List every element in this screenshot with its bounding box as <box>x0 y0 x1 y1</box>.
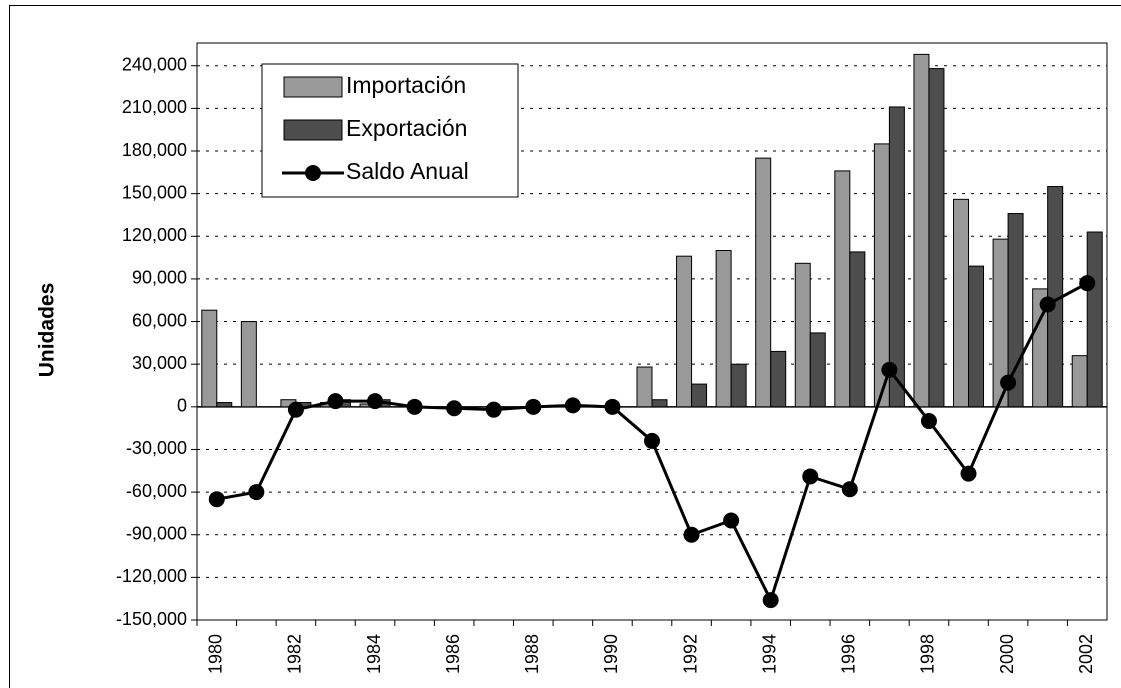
legend-marker <box>305 165 321 181</box>
bar <box>755 157 772 408</box>
bar <box>794 262 811 408</box>
bar <box>676 255 693 408</box>
bar <box>770 350 787 408</box>
point <box>287 401 304 418</box>
point <box>960 465 977 482</box>
bar <box>968 265 985 408</box>
chart-frame <box>9 5 1121 688</box>
bar <box>953 198 970 408</box>
point <box>1079 275 1096 292</box>
bar <box>1071 355 1088 408</box>
bar <box>240 321 257 408</box>
point <box>841 481 858 498</box>
x-tick-label: 1994 <box>759 634 779 674</box>
point <box>485 401 502 418</box>
bar <box>651 399 668 408</box>
point <box>802 468 819 485</box>
legend-swatch <box>283 119 343 141</box>
x-tick-label: 1996 <box>839 634 859 674</box>
bar <box>730 363 747 408</box>
point <box>208 491 225 508</box>
point <box>525 398 542 415</box>
y-tick-label: -30,000 <box>126 438 187 458</box>
x-tick-label: 2002 <box>1076 634 1096 674</box>
point <box>446 400 463 417</box>
x-tick-label: 1984 <box>364 634 384 674</box>
point <box>248 484 265 501</box>
bar <box>888 106 905 408</box>
point <box>604 398 621 415</box>
bar <box>849 251 866 408</box>
y-tick-label: 60,000 <box>132 310 187 330</box>
point <box>1000 374 1017 391</box>
y-tick-label: 150,000 <box>122 182 187 202</box>
y-tick-label: -60,000 <box>126 481 187 501</box>
legend-swatch <box>283 76 343 98</box>
bar <box>216 402 233 408</box>
y-tick-label: 210,000 <box>122 97 187 117</box>
point <box>1039 296 1056 313</box>
point <box>644 432 660 449</box>
bar <box>691 383 708 408</box>
point <box>762 592 779 609</box>
bar <box>809 332 826 408</box>
bar <box>201 309 218 408</box>
y-tick-label: -150,000 <box>116 609 187 629</box>
x-tick-label: 1982 <box>285 634 305 674</box>
bar <box>715 249 732 408</box>
y-tick-label: 240,000 <box>122 54 187 74</box>
legend-label: Exportación <box>346 115 467 141</box>
x-tick-label: 2000 <box>997 634 1017 674</box>
y-tick-label: 30,000 <box>132 353 187 373</box>
point <box>881 361 898 378</box>
legend-label: Saldo Anual <box>346 158 469 184</box>
y-tick-label: -90,000 <box>126 523 187 543</box>
legend-label: Importación <box>346 72 466 98</box>
point <box>406 398 423 415</box>
x-tick-label: 1986 <box>443 634 463 674</box>
y-axis-label: Unidades <box>36 283 59 378</box>
y-tick-label: 90,000 <box>132 268 187 288</box>
bar <box>1086 231 1103 408</box>
point <box>723 512 740 529</box>
y-tick-label: 180,000 <box>122 140 187 160</box>
y-tick-label: 0 <box>177 396 187 416</box>
x-tick-label: 1998 <box>918 634 938 674</box>
point <box>367 393 384 410</box>
y-tick-label: 120,000 <box>122 225 187 245</box>
bar <box>913 53 930 408</box>
bar <box>636 366 653 408</box>
x-tick-label: 1990 <box>601 634 621 674</box>
point <box>920 413 937 430</box>
bar <box>928 68 945 408</box>
point <box>327 393 344 410</box>
bar <box>834 170 851 408</box>
y-tick-label: -120,000 <box>116 566 187 586</box>
point <box>683 526 700 543</box>
x-tick-label: 1980 <box>206 634 226 674</box>
x-tick-label: 1992 <box>680 634 700 674</box>
point <box>564 397 581 414</box>
x-tick-label: 1988 <box>522 634 542 674</box>
